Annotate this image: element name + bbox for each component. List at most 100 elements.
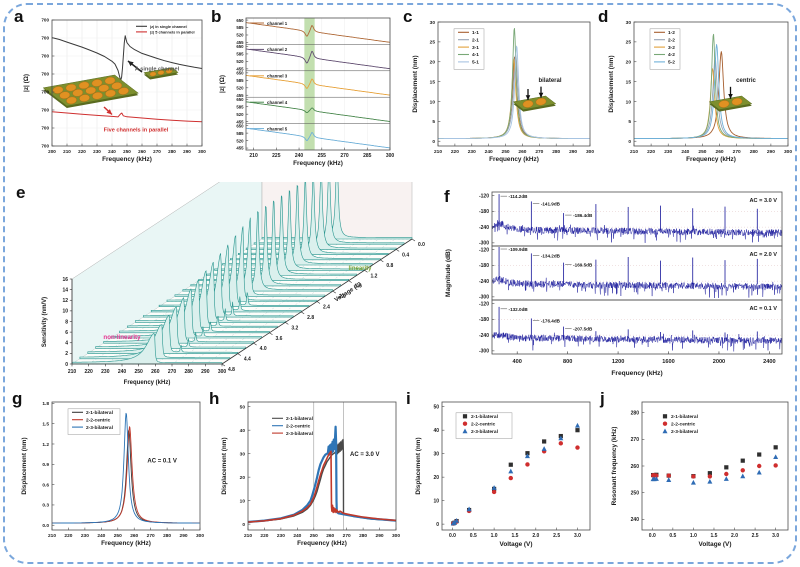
- svg-text:210: 210: [630, 149, 638, 155]
- svg-text:0: 0: [436, 522, 439, 528]
- svg-text:3.6: 3.6: [276, 336, 283, 342]
- svg-text:3.0: 3.0: [574, 533, 581, 539]
- svg-text:channel 3: channel 3: [267, 74, 288, 79]
- svg-text:520: 520: [236, 33, 244, 38]
- svg-text:1-2: 1-2: [668, 30, 675, 36]
- svg-text:270: 270: [340, 153, 349, 159]
- svg-text:2-1-bilateral: 2-1-bilateral: [286, 416, 313, 422]
- svg-text:2.0: 2.0: [532, 533, 539, 539]
- svg-text:Frequency (kHz): Frequency (kHz): [297, 540, 347, 547]
- svg-text:-180: -180: [479, 209, 489, 215]
- svg-text:Frequency (kHz): Frequency (kHz): [293, 160, 343, 167]
- svg-text:650: 650: [236, 44, 244, 49]
- svg-text:270: 270: [168, 369, 177, 375]
- svg-text:220: 220: [84, 369, 93, 375]
- svg-text:25: 25: [626, 40, 632, 46]
- svg-text:650: 650: [236, 18, 244, 23]
- svg-text:Frequency (kHz): Frequency (kHz): [489, 156, 539, 163]
- svg-text:260: 260: [631, 464, 640, 470]
- svg-text:2-1-bilateral: 2-1-bilateral: [86, 410, 113, 416]
- svg-text:|z| (Ω): |z| (Ω): [219, 75, 226, 93]
- svg-text:50: 50: [433, 404, 439, 410]
- svg-text:700: 700: [41, 90, 49, 95]
- svg-text:280: 280: [163, 533, 171, 539]
- svg-text:240: 240: [97, 533, 105, 539]
- svg-text:1.5: 1.5: [42, 421, 49, 427]
- svg-text:220: 220: [78, 149, 86, 154]
- svg-text:800: 800: [563, 359, 572, 365]
- svg-text:-207.5dB: -207.5dB: [573, 327, 593, 332]
- svg-text:Sensitivity (nm/V): Sensitivity (nm/V): [42, 297, 48, 347]
- svg-text:-240: -240: [479, 279, 489, 285]
- chart-displacement-centric: 210 220 230 240 250 260 270 280 290 300 0 5 10 15 20 25…: [608, 20, 792, 163]
- svg-text:3-1: 3-1: [472, 45, 479, 51]
- svg-text:290: 290: [767, 149, 775, 155]
- svg-text:4-1: 4-1: [472, 52, 479, 58]
- svg-text:-300: -300: [479, 241, 489, 247]
- svg-text:1-1: 1-1: [472, 30, 479, 36]
- svg-text:210: 210: [63, 149, 71, 154]
- svg-text:-114.2dB: -114.2dB: [509, 194, 529, 199]
- chart-resonant-freq-vs-voltage: 0.0 0.5 1.0 1.5 2.0 2.5 3.0 240 250 260 270 280 Volt…: [611, 401, 789, 548]
- svg-text:AC = 2.0 V: AC = 2.0 V: [749, 252, 777, 258]
- svg-text:3.0: 3.0: [772, 533, 779, 539]
- svg-text:1200: 1200: [612, 359, 624, 365]
- svg-text:2-1-bilateral: 2-1-bilateral: [671, 414, 698, 420]
- svg-text:AC = 3.0 V: AC = 3.0 V: [749, 198, 777, 204]
- svg-text:300: 300: [198, 149, 206, 154]
- svg-text:30: 30: [430, 20, 436, 26]
- svg-text:230: 230: [468, 149, 476, 155]
- svg-text:-180: -180: [479, 317, 489, 323]
- panel-label-d: d: [598, 7, 609, 26]
- svg-text:0.3: 0.3: [42, 503, 49, 509]
- svg-text:10: 10: [240, 498, 246, 504]
- svg-text:250: 250: [698, 149, 706, 155]
- svg-text:700: 700: [41, 144, 49, 149]
- svg-text:520: 520: [236, 138, 244, 143]
- svg-text:-240: -240: [479, 333, 489, 339]
- svg-text:650: 650: [236, 123, 244, 128]
- svg-text:4.4: 4.4: [244, 357, 251, 363]
- svg-text:225: 225: [272, 153, 281, 159]
- svg-text:2.5: 2.5: [553, 533, 560, 539]
- svg-text:1.0: 1.0: [690, 533, 697, 539]
- panel-label-a: a: [14, 7, 24, 26]
- svg-text:10: 10: [433, 498, 439, 504]
- svg-text:0.6: 0.6: [42, 482, 49, 488]
- svg-text:290: 290: [569, 149, 577, 155]
- svg-text:Frequency (kHz): Frequency (kHz): [686, 156, 736, 163]
- svg-text:290: 290: [201, 369, 210, 375]
- svg-text:260: 260: [326, 533, 334, 539]
- chart-displacement-bilateral: 210 220 230 240 250 260 270 280 290 300 0 5 10 15 20 25…: [412, 20, 594, 163]
- svg-text:Displacement (nm): Displacement (nm): [21, 437, 28, 494]
- svg-text:280: 280: [359, 533, 367, 539]
- svg-text:20: 20: [433, 475, 439, 481]
- svg-text:585: 585: [236, 131, 244, 136]
- svg-text:-300: -300: [479, 349, 489, 355]
- svg-text:2-3-bilateral: 2-3-bilateral: [671, 429, 698, 435]
- svg-text:520: 520: [236, 85, 244, 90]
- svg-text:700: 700: [41, 54, 49, 59]
- svg-text:220: 220: [260, 533, 268, 539]
- svg-text:12: 12: [62, 298, 68, 304]
- svg-text:linearity: linearity: [348, 266, 372, 272]
- svg-text:700: 700: [41, 36, 49, 41]
- svg-text:50: 50: [240, 404, 246, 410]
- svg-text:650: 650: [236, 71, 244, 76]
- panel-label-j: j: [600, 389, 605, 408]
- svg-text:4.0: 4.0: [260, 346, 267, 352]
- svg-text:2-3-bilateral: 2-3-bilateral: [471, 429, 498, 435]
- svg-text:220: 220: [647, 149, 655, 155]
- svg-text:280: 280: [168, 149, 176, 154]
- svg-text:4-2: 4-2: [668, 52, 675, 58]
- svg-text:2-2: 2-2: [668, 37, 675, 43]
- svg-text:250: 250: [134, 369, 143, 375]
- svg-text:260: 260: [716, 149, 724, 155]
- svg-text:-120: -120: [479, 301, 489, 307]
- chart-impedance-channels: 650 585 520 455 channel 1 650 585 520 455 channel…: [219, 17, 394, 167]
- svg-text:290: 290: [183, 149, 191, 154]
- panel-label-h: h: [209, 389, 220, 408]
- svg-text:3-2: 3-2: [668, 45, 675, 51]
- svg-text:40: 40: [240, 428, 246, 434]
